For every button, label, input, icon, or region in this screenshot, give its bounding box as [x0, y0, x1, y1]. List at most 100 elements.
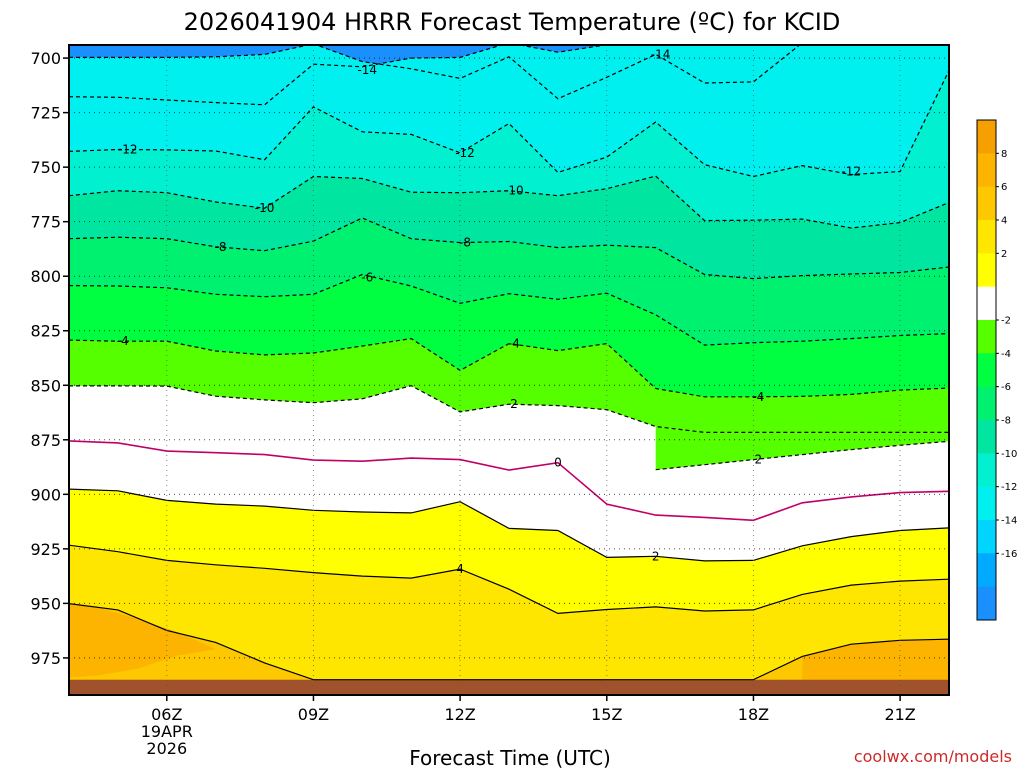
legend-bin: [977, 420, 996, 454]
isotherm-label: -4: [117, 334, 129, 348]
isotherm-label: 2: [755, 453, 763, 467]
isotherm-label: -12: [841, 165, 861, 179]
y-tick-label-925: 925: [30, 540, 61, 559]
isotherm-label: -14: [357, 63, 377, 77]
isotherm-label-group: -14: [651, 47, 671, 61]
legend-bin: [977, 286, 996, 321]
isotherm-label-group: -12: [118, 142, 138, 156]
y-tick-label-950: 950: [30, 594, 61, 613]
y-tick-label-725: 725: [30, 104, 61, 123]
isotherm-label-group: -12: [455, 146, 475, 160]
legend-label: -14: [1001, 516, 1017, 527]
legend-label: -6: [1001, 382, 1011, 393]
x-tick-label-21Z: 21Z: [884, 705, 915, 724]
ground-surface: [69, 679, 949, 695]
isotherm-label-group: 2: [652, 549, 660, 563]
isotherm-line-minus-10: [69, 175, 949, 229]
isotherm-label-group: -4: [117, 334, 129, 348]
isotherm-labels: -14 -14 -12 -12 -12 -10 -10 -8 -8 -6 -4 -4 -4 2 2 0 2 4: [117, 47, 861, 576]
isotherm-label-group: 4: [456, 562, 464, 576]
band-fill-plus-8-pocket: [69, 603, 216, 678]
isotherm-label-group: -10: [504, 184, 524, 198]
y-tick-label-825: 825: [30, 322, 61, 341]
band-fill-plus-6: [69, 603, 949, 695]
isotherm-label-group: -14: [357, 63, 377, 77]
legend-label: -2: [1001, 316, 1011, 327]
legend-label: -16: [1001, 549, 1017, 560]
x-tick-label-12Z: 12Z: [444, 705, 475, 724]
legend-label: -10: [1001, 449, 1017, 460]
source-credit[interactable]: coolwx.com/models: [854, 747, 1012, 766]
isotherm-label: -6: [361, 270, 373, 284]
band-fill-minus-2-green-extension: [655, 426, 949, 470]
legend-bin: [977, 253, 996, 288]
chart-title: 2026041904 HRRR Forecast Temperature (ºC…: [184, 8, 841, 36]
isotherm-label: 0: [554, 456, 562, 470]
grid-lines: [69, 45, 949, 695]
isotherm-line-minus-14: [69, 45, 801, 100]
isotherm-line-minus-4: [69, 337, 949, 398]
isotherm-label: -8: [459, 236, 471, 250]
temperature-fills: [69, 45, 949, 695]
isotherm-label-group: 2: [755, 453, 763, 467]
isotherm-line-plus-6: [69, 603, 949, 681]
isotherm-label-group: 2: [510, 397, 518, 411]
isotherm-label: 2: [510, 397, 518, 411]
legend-label: 6: [1001, 182, 1007, 193]
isotherm-label: -12: [455, 146, 475, 160]
legend-label: 2: [1001, 249, 1007, 260]
isotherm-line-minus-12: [69, 70, 949, 178]
isotherm-line-minus-6: [69, 273, 949, 346]
y-tick-label-750: 750: [30, 158, 61, 177]
isotherm-label-group: -10: [255, 201, 275, 215]
legend-label: -4: [1001, 349, 1011, 360]
isotherm-line-minus-2: [69, 385, 949, 433]
legend-bin: [977, 320, 996, 354]
legend-bin: [977, 386, 996, 421]
legend-bin: [977, 586, 996, 621]
legend-bin: [977, 453, 996, 488]
x-axis-label: Forecast Time (UTC): [409, 746, 611, 768]
isotherm-label-group: -12: [841, 165, 861, 179]
y-tick-label-975: 975: [30, 649, 61, 668]
isotherm-label-group: -8: [459, 236, 471, 250]
isotherm-label: -4: [752, 390, 764, 404]
x-tick-label-09Z: 09Z: [298, 705, 329, 724]
legend-label: -8: [1001, 416, 1011, 427]
pressure-axis: 700 725 750 775 800 825 850 875 900 925 950 975: [30, 49, 69, 668]
isotherm-line-minus-8: [69, 217, 949, 280]
legend-label: 8: [1001, 149, 1007, 160]
legend-bin: [977, 120, 996, 154]
isotherm-label: -12: [118, 142, 138, 156]
legend-bin: [977, 553, 996, 588]
isotherm-label-group: -4: [752, 390, 764, 404]
legend-bin: [977, 186, 996, 221]
x-tick-label-15Z: 15Z: [591, 705, 622, 724]
x-tick-year: 2026: [146, 739, 187, 758]
legend-label: 4: [1001, 216, 1007, 227]
isotherm-label: -4: [508, 337, 520, 351]
y-tick-label-875: 875: [30, 431, 61, 450]
isotherm-label: -10: [504, 184, 524, 198]
y-tick-label-800: 800: [30, 267, 61, 286]
color-legend: 8 6 4 2 -2 -4 -6 -8 -10 -12 -14 -16: [976, 119, 1017, 621]
legend-frame: [976, 119, 997, 621]
x-tick-label-18Z: 18Z: [738, 705, 769, 724]
isotherm-line-plus-4: [69, 544, 949, 615]
y-tick-label-775: 775: [30, 213, 61, 232]
x-tick-label-06Z: 06Z: [151, 705, 182, 724]
isotherm-label: -14: [651, 47, 671, 61]
isotherm-line-plus-2: [69, 488, 949, 562]
legend-bin: [977, 520, 996, 554]
isotherm-label: 4: [456, 562, 464, 576]
isotherm-label: -8: [215, 240, 227, 254]
plot-frame: [68, 44, 950, 696]
isotherm-line-plus-0: [69, 440, 949, 522]
isotherm-label: 2: [652, 549, 660, 563]
isotherm-label-group: -6: [361, 270, 373, 284]
band-fill-plus-8-afternoon: [802, 638, 949, 680]
isotherm-label-group: -8: [215, 240, 227, 254]
y-tick-label-900: 900: [30, 485, 61, 504]
